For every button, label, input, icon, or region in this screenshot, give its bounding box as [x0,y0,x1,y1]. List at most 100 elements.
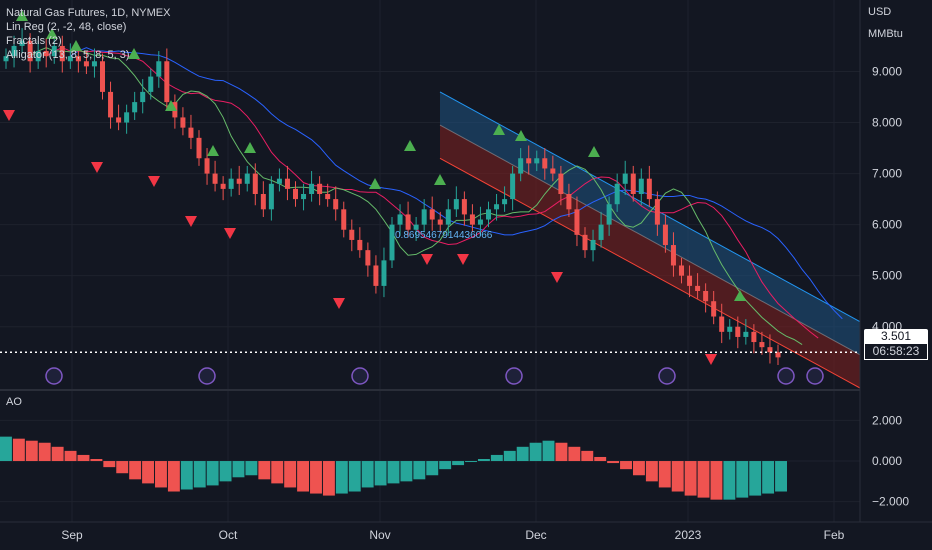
fractal-down-marker [457,254,469,265]
alligator-legend[interactable]: Alligator (13, 8, 5, 8, 5, 3) [6,49,130,61]
candle-body [284,178,290,189]
event-icon [351,367,369,385]
fractal-up-marker [493,124,505,135]
ao-bar [193,461,206,488]
candle-body [638,178,644,194]
ao-bar [219,461,232,482]
ao-bar [284,461,297,488]
candle-body [108,91,114,118]
time-tick-label: Dec [525,528,546,542]
candle-body [477,219,483,225]
candle-body [759,342,765,348]
ao-bar [413,461,426,480]
candle-body [244,173,250,184]
candle-body [590,239,596,251]
time-tick-label: Nov [369,528,390,542]
ao-bar [620,461,632,470]
candle-body [180,117,186,128]
event-icon [45,367,63,385]
candle-body [196,137,202,159]
candle-body [260,194,266,210]
ao-bar [568,446,581,462]
fractal-down-marker [185,216,197,227]
candle-body [582,234,588,251]
fractal-down-marker [148,176,160,187]
candle-body [654,199,660,225]
candle-body [357,239,363,251]
ao-bar [581,450,594,462]
time-tick-label: Sep [61,528,83,542]
linreg-legend[interactable]: Lin Reg (2, -2, 48, close) [6,21,127,33]
candle-body [373,265,379,286]
ao-bar [361,461,374,488]
candle-body [140,91,146,103]
ao-bar [607,461,620,464]
candle-body [558,173,564,194]
ao-bar [775,461,787,492]
axis-currency-label[interactable]: USD [868,6,892,18]
ao-bar [439,461,452,470]
candle-body [703,291,709,302]
ao-tick-label: −2.000 [872,495,909,509]
candle-body [662,224,668,246]
last-price-value: 3.501 [880,329,912,343]
candle-body [381,260,387,286]
candle-body [606,204,612,225]
ao-tick-label: 0.000 [872,454,902,468]
linreg-upper-band [440,91,860,355]
candle-body [679,265,684,276]
candle-body [735,326,741,337]
fractal-up-marker [165,100,177,111]
candle-body [252,173,258,194]
fractal-up-marker [70,40,82,51]
bar-countdown: 06:58:23 [864,344,928,360]
candle-body [445,209,451,225]
candle-body [124,112,130,123]
axis-unit-label[interactable]: MMBtu [868,28,903,40]
candle-body [19,40,25,46]
event-icon [658,367,676,385]
candle-body [389,224,395,261]
linreg-value-label: 0.8695467914436066 [395,230,493,241]
ao-bar [555,442,568,462]
ao-bar [452,461,465,466]
candle-body [116,117,122,123]
ao-bar [310,461,322,494]
ao-pane-title[interactable]: AO [6,396,22,408]
candle-body [268,183,274,210]
fractal-up-marker [404,140,416,151]
linreg-mid-line [439,124,861,356]
candle-body [236,178,242,184]
fractal-up-marker [588,146,600,157]
ao-bar [103,461,116,468]
candle-body [646,178,652,200]
time-axis-bg [0,522,932,550]
ao-bar [374,461,387,486]
ao-bar [51,446,64,462]
candle-body [614,183,620,205]
candle-body [164,61,170,103]
candle-body [51,45,57,57]
ao-bar [38,442,51,462]
ao-bar [516,446,529,462]
fractal-down-marker [91,162,103,173]
time-tick-label: Oct [219,528,238,542]
ao-bar [155,461,167,488]
candle-body [204,158,210,174]
event-icon [806,367,824,385]
candle-body [293,188,298,200]
price-tick-label: 5.000 [872,269,902,283]
candle-body [775,352,781,358]
event-icon [777,367,795,385]
ao-bar [245,461,258,476]
ao-bar [387,461,400,484]
candle-body [188,127,194,138]
candle-body [421,209,427,225]
symbol-title[interactable]: Natural Gas Futures, 1D, NYMEX [6,7,171,19]
price-tick-label: 6.000 [872,218,902,232]
event-icon [505,367,523,385]
alligator-jaw-line [70,47,843,320]
fractals-legend[interactable]: Fractals (2) [6,35,62,47]
candle-body [317,183,323,194]
